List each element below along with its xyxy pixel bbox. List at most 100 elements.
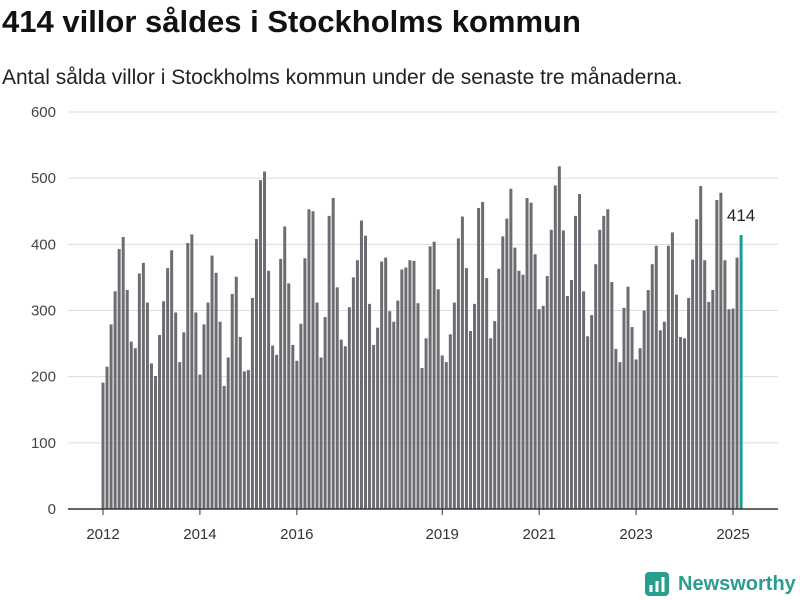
y-axis: 0 100 200 300 400 500 600 xyxy=(31,104,56,518)
bar xyxy=(275,354,279,509)
bar xyxy=(618,362,622,509)
bar xyxy=(226,357,230,509)
bar xyxy=(485,278,489,509)
bar xyxy=(368,303,372,509)
bar xyxy=(707,301,711,509)
bar xyxy=(303,258,307,509)
bar xyxy=(687,297,691,509)
bar xyxy=(335,287,339,509)
bar xyxy=(545,276,549,509)
y-tick-label: 0 xyxy=(48,501,56,518)
bar xyxy=(376,327,380,509)
bar xyxy=(158,334,162,509)
bar xyxy=(234,276,238,509)
bar xyxy=(117,248,121,509)
bar xyxy=(339,339,343,509)
x-tick-label: 2016 xyxy=(280,526,313,543)
bar xyxy=(162,301,166,509)
bar xyxy=(590,315,594,509)
bar xyxy=(569,280,573,509)
bar xyxy=(404,267,408,509)
bar xyxy=(606,209,610,509)
bar xyxy=(412,260,416,510)
bar xyxy=(331,198,335,509)
bar xyxy=(182,332,186,509)
y-tick-label: 100 xyxy=(31,435,56,452)
bar xyxy=(319,357,323,509)
bar xyxy=(351,277,355,509)
bar xyxy=(121,237,125,509)
bar xyxy=(105,366,109,509)
bar xyxy=(420,368,424,509)
bar xyxy=(598,229,602,509)
bar xyxy=(428,246,432,509)
bar xyxy=(642,310,646,509)
bar xyxy=(254,239,258,510)
bar xyxy=(711,289,715,509)
bar xyxy=(287,283,291,509)
bar xyxy=(347,307,351,509)
y-tick-label: 300 xyxy=(31,303,56,320)
bar xyxy=(291,344,295,509)
bar xyxy=(206,302,210,509)
bar xyxy=(456,238,460,509)
bar xyxy=(246,370,250,509)
bar xyxy=(574,215,577,509)
bar xyxy=(355,260,359,509)
bar xyxy=(626,286,630,509)
bar xyxy=(513,247,517,509)
bar xyxy=(283,226,287,509)
bar xyxy=(481,201,485,510)
bar xyxy=(634,359,638,509)
bar xyxy=(259,180,262,509)
bar xyxy=(364,235,367,510)
bar xyxy=(190,234,194,509)
x-tick-label: 2023 xyxy=(619,526,652,543)
bar xyxy=(242,371,246,509)
bar xyxy=(662,321,666,509)
bar xyxy=(525,198,529,509)
bar xyxy=(723,260,727,509)
bar xyxy=(137,273,141,509)
bar xyxy=(541,305,545,509)
bar xyxy=(658,330,662,509)
chart-subtitle: Antal sålda villor i Stockholms kommun u… xyxy=(2,66,683,89)
bar xyxy=(396,300,400,509)
data-labels: 414 xyxy=(727,206,755,225)
bar xyxy=(299,323,303,509)
bar xyxy=(222,385,226,509)
bar xyxy=(113,291,117,509)
bar xyxy=(408,260,412,509)
logo-text: Newsworthy xyxy=(678,572,796,595)
bar xyxy=(194,312,198,509)
bar xyxy=(533,254,537,509)
bar xyxy=(549,229,553,509)
bar xyxy=(238,336,242,509)
bar xyxy=(646,289,650,509)
bar xyxy=(359,220,363,509)
bar xyxy=(279,258,283,509)
bar xyxy=(469,331,472,509)
bar xyxy=(416,303,420,509)
newsworthy-logo[interactable]: Newsworthy xyxy=(645,571,796,597)
bar xyxy=(489,338,493,509)
bar xyxy=(614,348,618,509)
bar xyxy=(477,207,481,509)
bar xyxy=(436,289,440,509)
bar xyxy=(505,218,509,509)
bar xyxy=(388,311,392,509)
bar xyxy=(154,376,157,509)
bar xyxy=(727,309,731,509)
bar xyxy=(683,338,687,509)
x-axis: 2012 2014 2016 2019 2021 2023 2025 xyxy=(68,508,778,543)
bar xyxy=(250,297,254,509)
bar xyxy=(703,260,707,509)
bar xyxy=(521,274,525,509)
y-tick-label: 400 xyxy=(31,236,56,253)
bar xyxy=(460,216,464,510)
bar xyxy=(594,264,598,509)
bar xyxy=(695,219,699,509)
bar xyxy=(557,166,561,509)
bar xyxy=(582,291,586,509)
